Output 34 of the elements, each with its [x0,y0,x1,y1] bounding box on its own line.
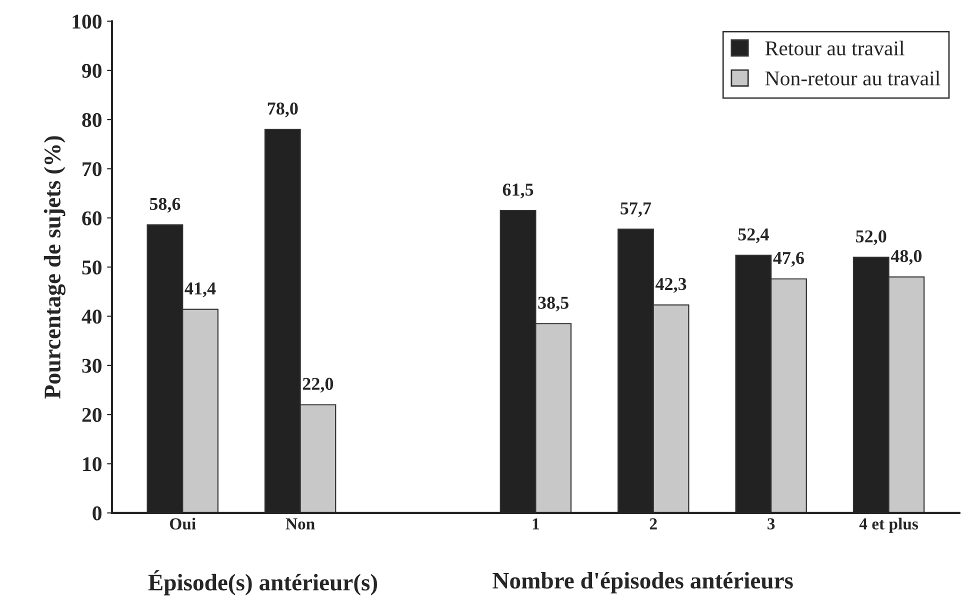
y-tick-label: 30 [82,358,102,373]
y-tick-label: 0 [92,506,102,520]
data-label: 52,0 [856,230,886,246]
data-label: 47,6 [773,252,804,267]
data-label: 38,5 [538,296,568,312]
data-label: 57,7 [620,202,652,218]
data-label: 41,4 [184,282,216,298]
data-label: 48,0 [890,250,922,265]
x-tick-label: Non [286,518,315,530]
legend-label: Retour au travail [765,40,904,56]
data-label: 22,0 [302,378,334,393]
data-label: 78,0 [268,102,298,118]
text: Nombre d'épisodes antérieurs [492,572,793,594]
x-tick-label: Oui [170,518,196,530]
y-tick-label: 40 [82,310,102,324]
y-tick-label: 20 [82,408,102,422]
x-tick-label: 3 [768,518,775,530]
y-tick-label: 50 [82,260,102,275]
y-tick-label: 100 [72,14,102,29]
x-tick-label: 2 [650,518,657,530]
y-tick-label: 80 [82,112,102,128]
text: Épisode(s) antérieur(s) [148,570,378,596]
x-tick-label: 1 [532,518,540,530]
data-label: 52,4 [738,228,769,244]
y-tick-label: 60 [82,211,102,226]
data-label: 58,6 [150,198,180,213]
y-tick-label: 70 [82,162,102,176]
y-tick-label: 90 [82,64,102,78]
x-tick-label: 4 et plus [859,518,918,533]
y-tick-label: 10 [83,457,102,472]
legend-label: Non-retour au travail [765,70,940,86]
data-label: 42,3 [655,278,686,293]
data-label: 61,5 [502,184,534,198]
y-axis-title: Pourcentage de sujets (%) [44,136,66,399]
